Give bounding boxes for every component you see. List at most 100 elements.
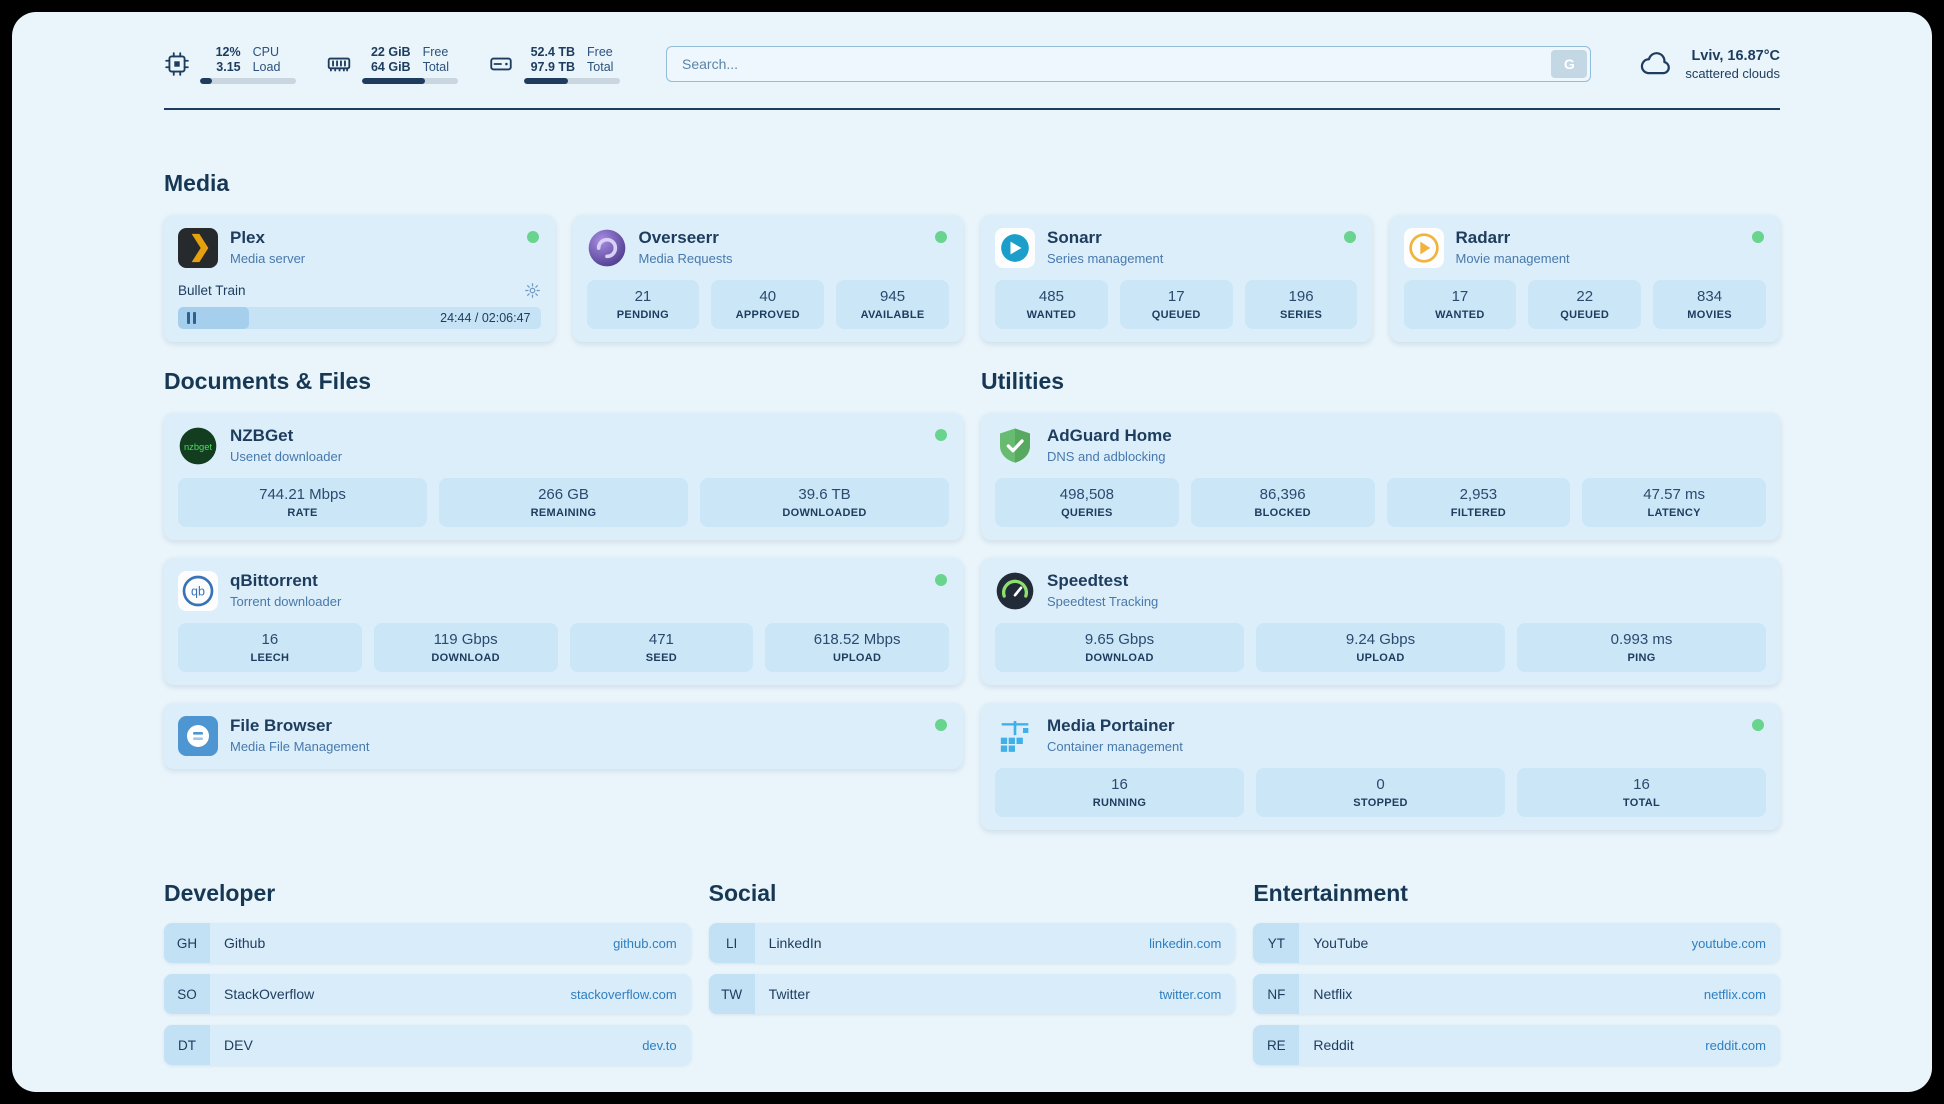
card-subtitle: Container management <box>1047 739 1183 754</box>
section-title-entertainment: Entertainment <box>1253 880 1408 906</box>
card-subtitle: Media server <box>230 251 306 266</box>
bookmark-name: Netflix <box>1313 986 1353 1002</box>
section-title-documents: Documents & Files <box>164 368 372 394</box>
gear-icon[interactable] <box>524 282 541 299</box>
now-playing-title: Bullet Train <box>178 283 246 298</box>
card-subtitle: Torrent downloader <box>230 594 342 609</box>
status-dot <box>1752 231 1764 243</box>
bookmark-abbr: DT <box>164 1025 210 1065</box>
bookmark-url: netflix.com <box>1703 986 1766 1002</box>
playback-time: 24:44 / 02:06:47 <box>440 311 531 325</box>
stat-tile: 39.6 TB DOWNLOADED <box>700 478 949 527</box>
memory-progress-bar <box>362 77 458 84</box>
stat-tile: 21 PENDING <box>586 280 700 329</box>
weather-condition: scattered clouds <box>1685 65 1780 81</box>
section-title-media: Media <box>164 170 230 196</box>
bookmark-github[interactable]: GH Github github.com <box>164 923 691 963</box>
stat-tile: 40 APPROVED <box>711 280 825 329</box>
stat-tile: 266 GB REMAINING <box>439 478 688 527</box>
disk-total-label: Total <box>587 59 614 74</box>
bookmark-url: dev.to <box>642 1037 677 1053</box>
bookmark-stackoverflow[interactable]: SO StackOverflow stackoverflow.com <box>164 974 691 1014</box>
bookmark-name: Github <box>224 935 266 951</box>
weather-widget[interactable]: Lviv, 16.87°C scattered clouds <box>1639 48 1780 81</box>
card-radarr[interactable]: Radarr Movie management 17 WANTED 22 QUEUE… <box>1389 215 1780 342</box>
memory-progress-fill <box>362 77 426 84</box>
bookmark-url: reddit.com <box>1705 1037 1766 1053</box>
card-title: Overseerr <box>638 228 719 247</box>
status-dot <box>935 719 947 731</box>
bookmark-abbr: YT <box>1253 923 1300 963</box>
memory-widget: 22 GiB Free 64 GiB Total <box>326 45 458 84</box>
bookmark-youtube[interactable]: YT YouTube youtube.com <box>1253 923 1780 963</box>
card-portainer[interactable]: Media Portainer Container management 16 R… <box>981 703 1780 830</box>
card-title: Plex <box>230 228 265 247</box>
stat-tile: 485 WANTED <box>995 280 1108 329</box>
stat-tile: 0.993 ms PING <box>1517 623 1766 672</box>
top-bar: 12% CPU 3.15 Load 22 GiB Free 64 <box>164 36 1780 92</box>
card-plex[interactable]: Plex Media server Bullet Train <box>164 215 555 342</box>
bookmark-reddit[interactable]: RE Reddit reddit.com <box>1253 1025 1780 1065</box>
playback-progress-bar[interactable]: 24:44 / 02:06:47 <box>178 307 541 329</box>
section-title-utilities: Utilities <box>981 368 1065 394</box>
bookmark-twitter[interactable]: TW Twitter twitter.com <box>708 974 1236 1014</box>
status-dot <box>935 429 947 441</box>
stat-tile: 0 STOPPED <box>1256 768 1505 817</box>
card-subtitle: Media File Management <box>230 739 370 754</box>
memory-icon <box>326 51 352 77</box>
stat-tile: 16 RUNNING <box>995 768 1244 817</box>
status-dot <box>526 231 539 243</box>
radarr-icon <box>1403 228 1444 268</box>
card-sonarr[interactable]: Sonarr Series management 485 WANTED 17 QUE… <box>981 215 1372 342</box>
card-speedtest[interactable]: Speedtest Speedtest Tracking 9.65 Gbps DO… <box>981 558 1780 685</box>
disk-free-label: Free <box>587 44 613 59</box>
stat-tile: 618.52 Mbps UPLOAD <box>765 623 949 672</box>
overseerr-icon <box>587 228 627 268</box>
card-overseerr[interactable]: Overseerr Media Requests 21 PENDING 40 APP… <box>572 215 963 342</box>
bookmark-name: DEV <box>224 1037 253 1053</box>
stat-tile: 17 QUEUED <box>1119 280 1233 329</box>
filebrowser-icon <box>178 716 218 756</box>
card-subtitle: DNS and adblocking <box>1047 449 1166 464</box>
card-filebrowser[interactable]: File Browser Media File Management <box>164 703 963 769</box>
section-title-developer: Developer <box>164 880 276 906</box>
bookmark-url: twitter.com <box>1159 986 1222 1002</box>
status-dot <box>935 574 947 586</box>
card-qbittorrent[interactable]: qb qBittorrent Torrent downloader 16 LEEC… <box>164 558 963 685</box>
stat-tile: 471 SEED <box>569 623 754 672</box>
card-subtitle: Media Requests <box>638 251 733 266</box>
section-media: Media Plex Media server Bullet Train <box>164 170 1780 342</box>
bookmark-name: YouTube <box>1313 935 1369 951</box>
bookmark-dev[interactable]: DT DEV dev.to <box>164 1025 691 1065</box>
stat-tile: 9.24 Gbps UPLOAD <box>1256 623 1505 672</box>
card-nzbget[interactable]: nzbget NZBGet Usenet downloader 744.21 M… <box>164 413 963 540</box>
pause-icon[interactable] <box>187 312 196 324</box>
weather-location: Lviv, 16.87°C <box>1691 47 1780 64</box>
stat-tile: 2,953 FILTERED <box>1386 478 1571 527</box>
cpu-progress-bar <box>200 77 296 84</box>
plex-now-playing-widget: Bullet Train 24:44 / 02:06:47 <box>178 282 541 329</box>
disk-free-value: 52.4 TB <box>530 44 576 59</box>
memory-total-value: 64 GiB <box>370 59 411 74</box>
stat-tile: 9.65 Gbps DOWNLOAD <box>995 623 1244 672</box>
cpu-load-value: 3.15 <box>216 59 241 74</box>
stat-tile: 17 WANTED <box>1403 280 1517 329</box>
bookmark-linkedin[interactable]: LI LinkedIn linkedin.com <box>708 923 1236 963</box>
status-dot <box>1343 231 1356 243</box>
bookmark-name: Reddit <box>1313 1037 1354 1053</box>
card-adguard-home[interactable]: AdGuard Home DNS and adblocking 498,508 Q… <box>981 413 1780 540</box>
bookmark-abbr: TW <box>708 974 755 1014</box>
memory-free-value: 22 GiB <box>370 44 411 59</box>
stat-tile: 834 MOVIES <box>1653 280 1766 329</box>
search-engine-button[interactable]: G <box>1551 50 1588 78</box>
status-dot <box>1752 719 1764 731</box>
status-dot <box>935 231 947 243</box>
portainer-crane-icon <box>995 716 1035 756</box>
bookmark-netflix[interactable]: NF Netflix netflix.com <box>1253 974 1780 1014</box>
stat-tile: 16 TOTAL <box>1517 768 1766 817</box>
stat-tile: 196 SERIES <box>1244 280 1358 329</box>
cloud-icon <box>1639 49 1673 79</box>
search-input[interactable] <box>670 50 1552 78</box>
bookmark-url: youtube.com <box>1691 935 1766 951</box>
